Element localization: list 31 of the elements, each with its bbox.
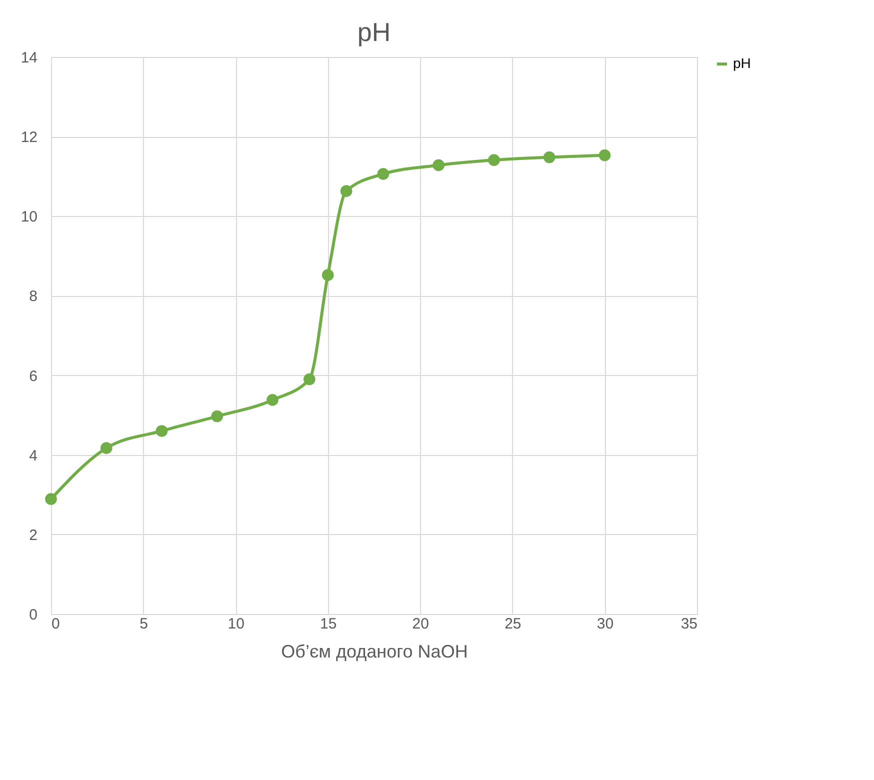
x-tick-label: 5 — [140, 616, 148, 632]
x-tick-label: 25 — [504, 616, 522, 632]
point — [377, 168, 390, 180]
y-tick-label: 12 — [20, 129, 38, 146]
point — [322, 269, 334, 281]
point — [45, 493, 57, 505]
point — [303, 373, 316, 386]
point — [432, 159, 445, 172]
point — [100, 442, 112, 454]
x-tick-label: 30 — [596, 616, 614, 632]
legend-label: pH — [733, 55, 751, 71]
chart-title: pH — [357, 17, 391, 47]
point — [543, 151, 556, 164]
point — [266, 394, 278, 406]
y-tick-label: 4 — [29, 447, 38, 464]
x-tick-label: 15 — [320, 616, 337, 632]
y-tick-label: 8 — [29, 288, 38, 306]
x-tick-label: 10 — [228, 616, 244, 632]
point — [340, 185, 352, 197]
point — [488, 154, 500, 166]
x-tick-label: 35 — [680, 616, 698, 632]
x-axis-title: Об’єм доданого NaOH — [281, 642, 468, 662]
point — [598, 149, 611, 162]
y-tick-label: 2 — [29, 526, 38, 544]
point — [211, 410, 224, 422]
y-tick-label: 14 — [20, 50, 38, 66]
x-tick-label: 0 — [52, 616, 60, 632]
x-tick-label: 20 — [412, 616, 429, 632]
y-tick-label: 10 — [20, 208, 38, 226]
point — [156, 425, 168, 437]
y-tick-label: 6 — [29, 368, 38, 385]
